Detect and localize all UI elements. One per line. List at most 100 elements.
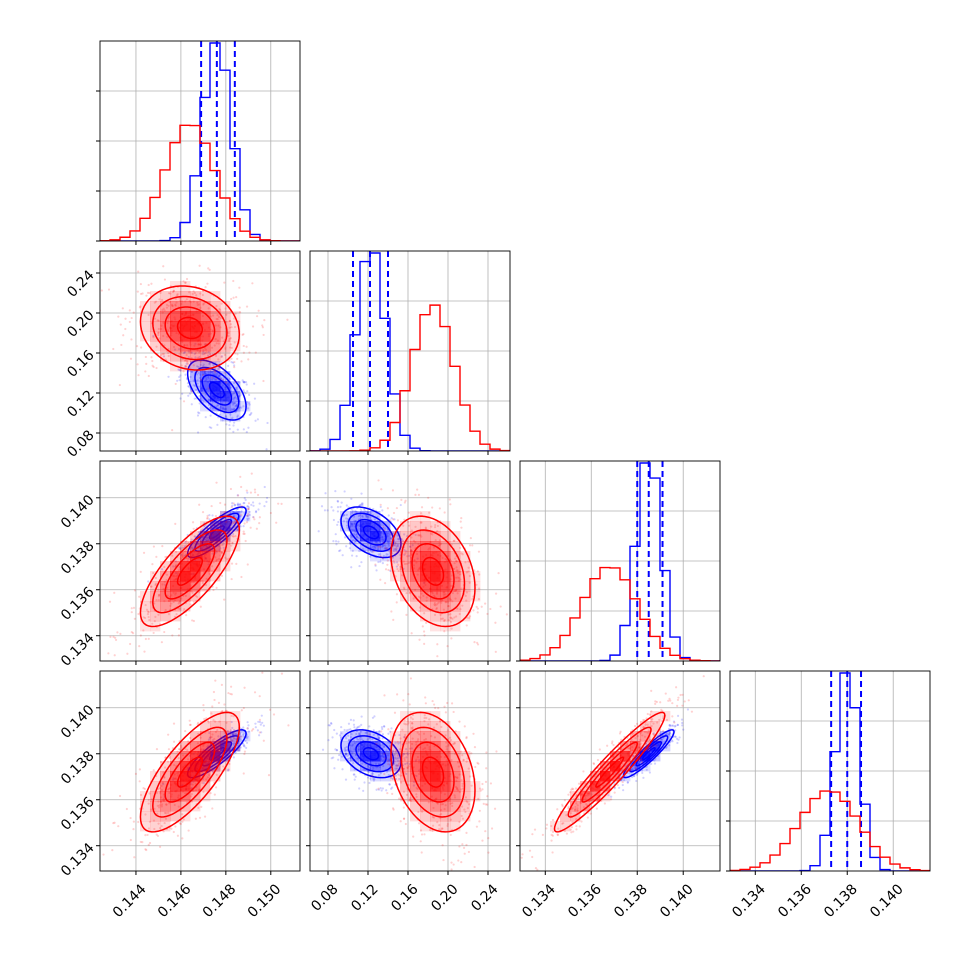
density-cell (470, 591, 481, 602)
scatter-point (353, 778, 356, 781)
scatter-point (431, 815, 434, 819)
scatter-point (456, 592, 459, 595)
scatter-point (368, 733, 371, 736)
scatter-point (486, 612, 489, 616)
scatter-point (391, 749, 395, 752)
density-cell (160, 611, 171, 622)
scatter-point (240, 360, 243, 363)
density-cell (450, 801, 461, 812)
scatter-point (486, 795, 489, 798)
scatter-point (187, 740, 190, 743)
density-cell (460, 761, 471, 772)
scatter-point (472, 609, 475, 612)
scatter-point (232, 739, 235, 742)
density-cell (220, 721, 231, 732)
scatter-point (372, 507, 375, 511)
scatter-point (191, 591, 194, 594)
contour-red (400, 726, 466, 818)
density-cell (160, 561, 171, 572)
scatter-point (165, 306, 169, 309)
scatter-point (223, 511, 226, 514)
scatter-point (167, 788, 170, 791)
scatter-point (182, 280, 185, 283)
scatter-point (160, 825, 163, 828)
scatter-point (396, 740, 399, 744)
scatter-point (438, 823, 441, 827)
scatter-point (174, 303, 177, 306)
scatter-point (345, 737, 348, 740)
scatter-point (142, 551, 146, 554)
density-cell (200, 331, 211, 342)
scatter-point (346, 754, 349, 757)
scatter-point (317, 530, 320, 533)
scatter-point (244, 381, 248, 384)
scatter-point (245, 489, 248, 492)
density-cell (190, 331, 201, 342)
scatter-point (184, 281, 187, 284)
scatter-point (215, 377, 218, 380)
scatter-point (204, 401, 208, 404)
scatter-point (224, 735, 227, 739)
scatter-point (349, 541, 352, 545)
scatter-point (189, 736, 192, 740)
scatter-point (201, 373, 205, 376)
scatter-point (410, 726, 413, 730)
scatter-point (226, 751, 229, 755)
density-cell (430, 581, 441, 592)
scatter-point (341, 768, 344, 771)
scatter-point (369, 777, 372, 780)
scatter-point (343, 748, 346, 751)
scatter-point (209, 736, 212, 739)
scatter-point (208, 398, 211, 401)
scatter-point (168, 802, 171, 805)
density-cell (440, 551, 451, 562)
density-cell (190, 361, 201, 372)
y-tick-label: 0.138 (58, 538, 98, 578)
scatter-point (448, 498, 451, 501)
scatter-point (382, 725, 386, 728)
scatter-point (449, 739, 453, 742)
scatter-point (385, 546, 389, 550)
scatter-point (246, 514, 249, 517)
scatter-point (344, 746, 347, 750)
density-cell (230, 341, 241, 352)
scatter-point (254, 511, 258, 514)
scatter-point (199, 306, 202, 309)
density-cell (150, 291, 161, 302)
scatter-point (236, 414, 239, 417)
scatter-point (167, 375, 170, 378)
scatter-point (252, 515, 255, 519)
scatter-point (423, 634, 426, 637)
scatter-point (240, 735, 243, 738)
scatter-point (447, 743, 450, 746)
density-cell (160, 301, 171, 312)
scatter-point (114, 636, 117, 639)
scatter-point (243, 752, 246, 756)
scatter-point (196, 303, 199, 306)
scatter-point (236, 428, 239, 431)
scatter-point (196, 414, 200, 417)
density-cell (450, 611, 461, 622)
density-cell (200, 761, 211, 772)
scatter-point (182, 370, 185, 373)
scatter-point (359, 730, 363, 733)
scatter-point (347, 739, 351, 742)
scatter-point (436, 643, 439, 646)
density-cell (210, 541, 221, 552)
scatter-point (378, 729, 381, 733)
scatter-point (169, 604, 172, 607)
scatter-point (178, 368, 181, 372)
scatter-point (144, 603, 147, 607)
scatter-point (446, 701, 449, 705)
scatter-point (229, 319, 232, 323)
scatter-point (150, 585, 153, 588)
scatter-point (443, 619, 446, 623)
scatter-point (369, 512, 372, 515)
density-cell (190, 291, 201, 302)
scatter-point (212, 364, 215, 367)
scatter-point (238, 406, 241, 409)
scatter-point (431, 533, 434, 536)
scatter-point (243, 380, 246, 384)
scatter-point (408, 545, 412, 548)
scatter-point (238, 506, 242, 509)
